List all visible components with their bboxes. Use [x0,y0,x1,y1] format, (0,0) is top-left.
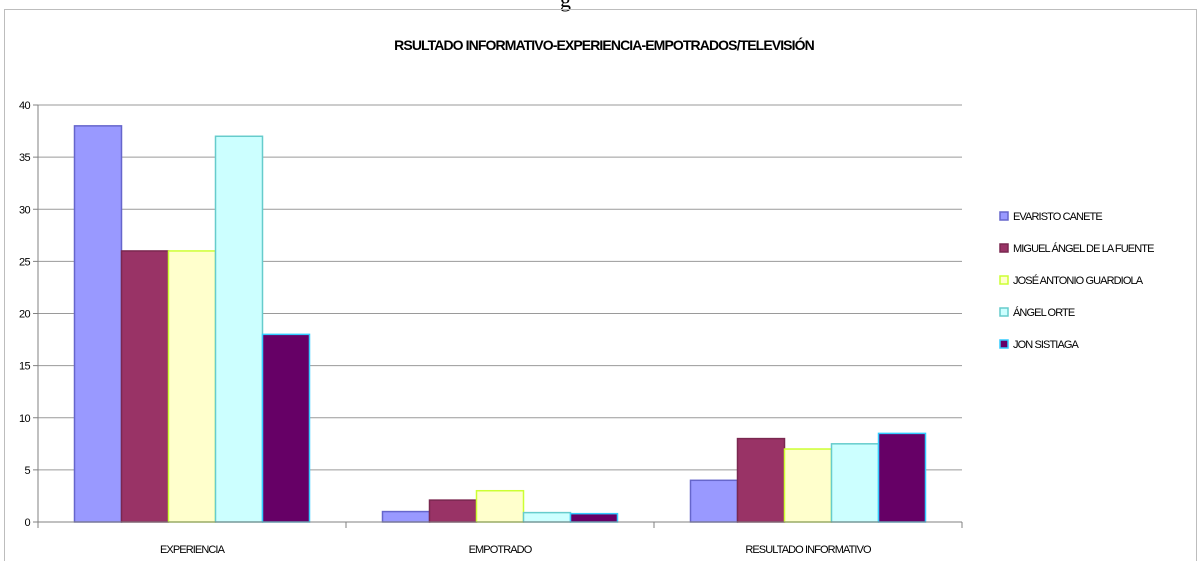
bar [120,250,170,523]
y-tick-label: 5 [24,465,30,477]
legend: EVARISTO CANETE MIGUEL ÁNGEL DE LA FUENTE… [999,211,1155,351]
bar [830,443,880,523]
legend-swatch [999,275,1009,285]
caption-fragment: g [560,0,571,13]
legend-label: ÁNGEL ORTE [1013,306,1075,319]
y-tick-label: 40 [19,100,31,112]
bar [475,489,525,523]
bar [428,499,478,523]
bar [73,125,123,523]
y-tick-label: 15 [19,361,31,373]
bar [736,437,786,523]
legend-label: EVARISTO CANETE [1013,211,1102,223]
x-category-label: RESULTADO INFORMATIVO [745,544,872,556]
x-axis: EXPERIENCIA EMPOTRADO RESULTADO INFORMATIV… [37,521,963,556]
bar [783,448,833,523]
bar [381,510,431,523]
bar [877,432,927,523]
legend-swatch [999,211,1009,221]
x-category-label: EXPERIENCIA [160,544,226,556]
bars [73,125,927,523]
bar [569,512,619,523]
y-tick-label: 0 [24,517,30,529]
y-tick-label: 25 [19,256,31,268]
y-tick-label: 20 [19,309,31,321]
y-axis: 0 5 10 15 20 25 30 35 40 [19,100,39,529]
x-category-label: EMPOTRADO [469,544,533,556]
legend-swatch [999,339,1009,349]
legend-label: JON SISTIAGA [1013,339,1080,351]
bar [689,479,739,523]
bar [261,333,311,523]
bar [522,511,572,523]
y-tick-label: 10 [19,413,31,425]
bar [167,250,217,523]
bar [214,135,264,523]
legend-label: MIGUEL ÁNGEL DE LA FUENTE [1013,242,1154,255]
legend-label: JOSÉ ANTONIO GUARDIOLA [1013,274,1144,287]
chart-frame [4,9,1197,561]
chart-title: RSULTADO INFORMATIVO-EXPERIENCIA-EMPOTRA… [394,36,814,53]
legend-swatch [999,243,1009,253]
legend-swatch [999,307,1009,317]
y-tick-label: 35 [19,152,31,164]
y-tick-label: 30 [19,204,31,216]
